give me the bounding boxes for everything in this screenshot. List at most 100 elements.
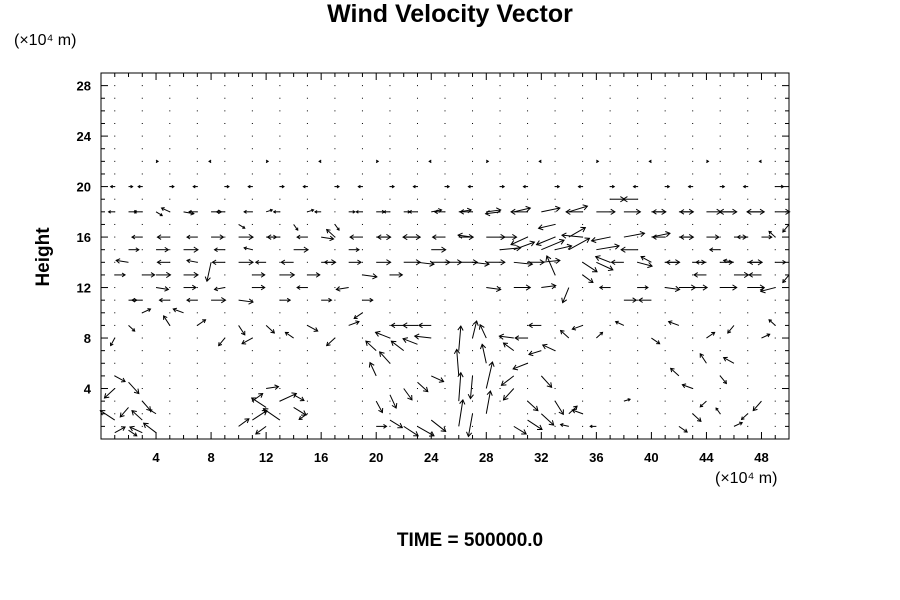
grid-dot <box>499 324 501 326</box>
wind-vector <box>513 240 536 251</box>
grid-dot <box>499 110 501 112</box>
wind-vector <box>114 426 126 434</box>
vector-shaft <box>263 408 281 421</box>
vector-shaft <box>403 425 419 437</box>
grid-dot <box>361 375 363 377</box>
grid-dot <box>664 173 666 175</box>
vector-head <box>565 208 571 215</box>
grid-dot <box>196 362 198 364</box>
grid-dot <box>389 198 391 200</box>
wind-vector <box>172 307 184 314</box>
wind-vector <box>376 259 392 266</box>
vector-shaft <box>541 207 560 213</box>
wind-vector <box>255 425 267 435</box>
wind-vector <box>403 388 413 401</box>
vector-head <box>302 184 306 189</box>
vector-head <box>651 209 657 215</box>
grid-dot <box>719 148 721 150</box>
vector-shaft <box>782 224 790 233</box>
vector-head <box>133 209 137 214</box>
grid-dot <box>114 350 116 352</box>
vector-head <box>752 406 758 412</box>
vector-head <box>679 209 685 215</box>
grid-dot <box>361 173 363 175</box>
vector-shaft <box>298 413 308 420</box>
grid-dot <box>196 350 198 352</box>
vector-head <box>537 224 544 231</box>
vector-head <box>468 233 475 241</box>
vector-shaft <box>326 229 336 238</box>
grid-dot <box>444 324 446 326</box>
vector-shaft <box>591 236 611 242</box>
grid-dot <box>499 337 501 339</box>
grid-dot <box>499 173 501 175</box>
grid-dot <box>472 274 474 276</box>
vector-shaft <box>733 422 743 427</box>
wind-vector <box>541 205 561 213</box>
wind-vector <box>632 184 638 189</box>
grid-dot <box>251 110 253 112</box>
grid-dot <box>306 425 308 427</box>
grid-dot <box>719 388 721 390</box>
vector-head <box>164 246 170 253</box>
wind-vector <box>582 274 594 284</box>
grid-dot <box>582 337 584 339</box>
grid-dot <box>719 135 721 137</box>
grid-dot <box>141 110 143 112</box>
vector-head <box>336 227 340 231</box>
vector-head <box>459 398 466 405</box>
wind-vector <box>596 261 614 272</box>
wind-vector <box>183 246 199 253</box>
vector-head <box>548 420 555 426</box>
wind-vector <box>204 262 212 283</box>
vector-shaft <box>572 409 583 415</box>
wind-vector <box>540 413 555 426</box>
grid-dot <box>416 160 418 162</box>
wind-vector <box>334 224 340 231</box>
vector-head <box>768 230 773 235</box>
vector-head <box>247 184 251 189</box>
grid-dot <box>114 122 116 124</box>
grid-dot <box>774 223 776 225</box>
vector-head <box>479 343 487 350</box>
grid-dot <box>224 236 226 238</box>
grid-dot <box>334 97 336 99</box>
vector-shaft <box>568 205 588 213</box>
vector-shaft <box>540 375 553 388</box>
vector-shaft <box>458 326 462 351</box>
grid-dot <box>582 249 584 251</box>
grid-dot <box>747 337 749 339</box>
vector-head <box>566 243 573 250</box>
grid-dot <box>196 223 198 225</box>
wind-vector <box>183 284 197 291</box>
vector-head <box>610 208 616 215</box>
grid-dot <box>747 135 749 137</box>
vector-shaft <box>391 340 405 352</box>
vector-head <box>665 259 671 266</box>
wind-vector <box>768 319 776 326</box>
vector-head <box>632 184 636 189</box>
grid-dot <box>692 299 694 301</box>
grid-dot <box>719 223 721 225</box>
grid-dot <box>389 135 391 137</box>
grid-dot <box>306 148 308 150</box>
grid-dot <box>334 274 336 276</box>
grid-dot <box>444 198 446 200</box>
grid-dot <box>637 375 639 377</box>
vector-head <box>588 278 594 284</box>
grid-dot <box>389 173 391 175</box>
grid-dot <box>389 312 391 314</box>
wind-vector <box>467 184 473 189</box>
vector-shaft <box>472 320 478 339</box>
wind-vector <box>169 184 175 189</box>
grid-dot <box>609 249 611 251</box>
grid-dot <box>361 261 363 263</box>
vector-head <box>192 284 197 291</box>
vector-head <box>695 259 700 265</box>
vector-shaft <box>110 337 116 346</box>
grid-dot <box>416 110 418 112</box>
grid-dot <box>361 337 363 339</box>
wind-vector <box>582 261 598 273</box>
vector-shaft <box>562 287 570 303</box>
wind-vector <box>266 234 280 240</box>
